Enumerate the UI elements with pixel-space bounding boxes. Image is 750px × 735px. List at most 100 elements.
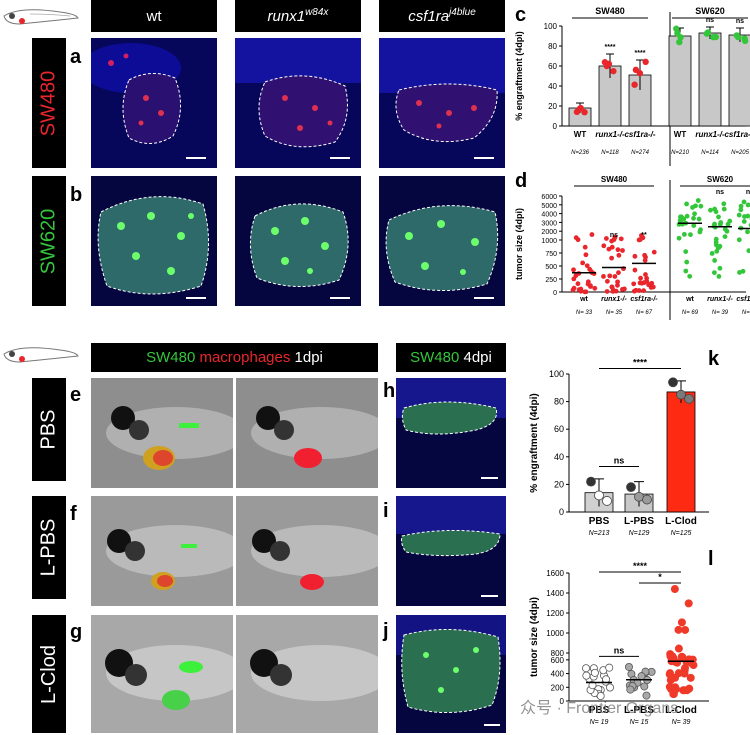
data-point	[721, 201, 727, 207]
n-label: N=213	[589, 530, 610, 537]
data-point	[733, 32, 741, 39]
data-point	[708, 207, 713, 213]
data-point	[642, 691, 651, 700]
data-point	[688, 232, 693, 238]
data-point	[697, 229, 703, 235]
data-point	[588, 681, 597, 690]
chart-k: 0 20 40 60 80 100 % engraftment (4dpi) PBS N=213…	[529, 357, 709, 537]
y-axis-label: % engraftment (4dpi)	[529, 393, 540, 492]
data-point	[603, 236, 609, 241]
category-label: WT	[674, 130, 687, 139]
panel-letter-a: a	[70, 46, 82, 68]
y-tick-label: 1000	[541, 238, 557, 245]
data-point	[609, 238, 615, 244]
category-label: runx1-/-	[601, 296, 627, 303]
data-point	[605, 278, 610, 284]
data-point	[722, 234, 728, 239]
n-label: N=125	[671, 530, 692, 537]
data-point	[745, 229, 750, 235]
category-label: wt	[685, 296, 694, 303]
y-tick-label: 1000	[546, 629, 564, 638]
data-point	[721, 206, 727, 212]
significance-label: ****	[633, 561, 648, 571]
data-point	[638, 275, 643, 281]
row-label-l-pbs: L-PBS	[32, 496, 66, 599]
data-point	[633, 287, 639, 293]
data-point	[681, 625, 690, 634]
category-label: runx1-/-	[695, 130, 725, 139]
panel-letter-e: e	[70, 384, 82, 406]
data-point	[601, 274, 606, 279]
y-tick-label: 6000	[541, 194, 557, 201]
data-point	[643, 272, 648, 277]
data-point	[736, 237, 742, 243]
panel-letter-d: d	[515, 170, 528, 192]
category-label: WT	[574, 130, 587, 139]
data-point	[620, 248, 625, 253]
data-point	[607, 273, 613, 279]
data-point	[580, 260, 586, 266]
y-axis-label: tumor size (4dpi)	[514, 208, 524, 280]
data-point	[603, 62, 611, 70]
data-point	[692, 211, 697, 217]
data-point	[616, 252, 622, 258]
y-tick-label: 20	[548, 102, 557, 111]
data-point	[746, 248, 750, 254]
data-point	[713, 236, 719, 242]
data-point	[685, 684, 694, 693]
y-tick-label: 4000	[541, 212, 557, 219]
panel-letter-h: h	[383, 380, 396, 402]
panel-letter-g: g	[70, 621, 83, 643]
data-point	[681, 231, 687, 237]
y-tick-label: 1400	[546, 589, 564, 598]
y-tick-label: 0	[560, 697, 565, 706]
data-point	[592, 285, 598, 291]
significance-label: *	[658, 572, 662, 582]
n-label: N= 39	[672, 719, 691, 726]
fish-lclod-macrophages	[236, 615, 378, 733]
data-point	[576, 105, 584, 112]
data-point	[684, 213, 690, 219]
data-point	[604, 289, 610, 294]
y-tick-label: 3000	[541, 220, 557, 227]
n-label: N=236	[571, 150, 590, 156]
fish-pbs-merge	[91, 378, 233, 488]
data-point	[669, 690, 678, 699]
chart-c: 0 20 40 60 80 100 % engraftment (4dpi) SW480 WT N…	[514, 6, 750, 166]
y-axis-label: tumor size (4dpi)	[529, 597, 540, 677]
data-point	[642, 252, 647, 258]
n-label: N=114	[701, 150, 719, 156]
significance-label: ns	[614, 455, 625, 465]
data-point	[616, 270, 621, 276]
y-tick-label: 100	[549, 369, 564, 379]
data-point	[741, 35, 748, 42]
watermark: 众号 · Frontier Organs	[520, 700, 679, 717]
group-label: SW480	[601, 175, 628, 184]
data-point	[632, 267, 638, 273]
y-tick-label: 750	[545, 251, 557, 258]
data-point	[683, 249, 689, 255]
significance-label: ns	[614, 645, 625, 655]
data-point	[610, 67, 617, 75]
micrograph-4dpi-pbs	[396, 378, 506, 488]
micrograph-sw620-wt	[91, 176, 217, 306]
y-tick-label: 500	[545, 264, 557, 271]
n-label: N= 15	[630, 719, 649, 726]
y-tick-label: 40	[548, 82, 557, 91]
category-label: runx1-/-	[707, 296, 733, 303]
row-label-sw620: SW620	[32, 176, 66, 306]
data-point	[602, 496, 612, 506]
header-4dpi: SW480 4dpi	[396, 343, 506, 372]
significance-label: ns	[716, 189, 724, 196]
y-tick-label: 2000	[541, 229, 557, 236]
data-point	[684, 259, 690, 265]
panel-letter-i: i	[383, 500, 389, 522]
data-point	[651, 249, 657, 255]
col-header-wt: wt	[91, 0, 217, 32]
bar	[728, 34, 750, 127]
panel-letter-f: f	[70, 503, 77, 525]
micrograph-sw480-runx1	[235, 38, 361, 168]
data-point	[618, 236, 624, 242]
data-point	[642, 257, 648, 263]
